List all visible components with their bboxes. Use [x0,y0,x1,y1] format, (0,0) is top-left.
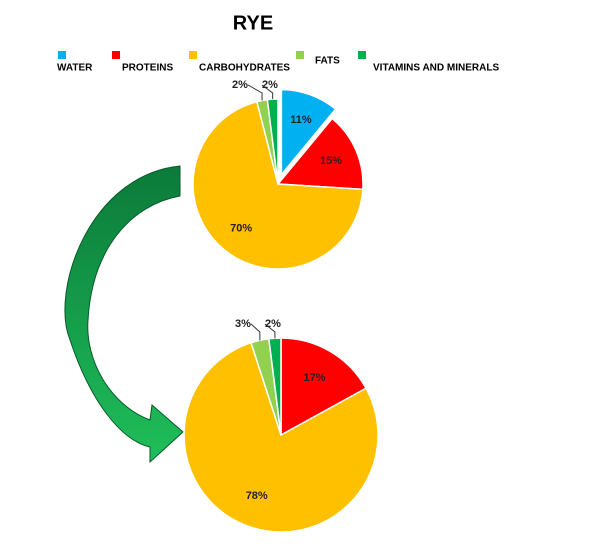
legend-swatch [112,51,120,59]
legend-swatch [358,51,366,59]
pie-slice [268,337,282,436]
legend-label: CARBOHYDRATES [199,63,290,74]
pie-slice [192,100,364,270]
legend: WATER PROTEINS CARBOHYDRATES FATS VITAMINS A… [57,51,499,74]
pie-slice [280,337,368,437]
data-label: 70% [230,222,252,234]
legend-swatch [189,51,197,59]
leader-line [264,323,276,339]
data-label: 11% [290,114,312,126]
pie-slice [183,341,379,533]
legend-swatch [296,51,304,59]
data-label: 78% [246,490,268,502]
legend-label: VITAMINS AND MINERALS [373,63,499,74]
legend-label: PROTEINS [122,63,173,74]
data-label: 3% [235,318,251,330]
data-label: 2% [265,318,281,330]
data-label: 2% [232,79,248,91]
leader-line [247,84,263,101]
chart-title: RYE [233,12,273,34]
legend-swatch [58,51,66,59]
leader-line [261,84,274,100]
data-label: 2% [262,79,278,91]
transition-arrow [64,165,184,464]
legend-label: WATER [57,63,93,74]
leader-line [250,323,261,341]
pie-slice [280,88,337,177]
data-label: 17% [304,372,326,384]
legend-label: FATS [315,56,340,67]
pie-slice [276,117,364,191]
data-label: 15% [320,155,342,167]
